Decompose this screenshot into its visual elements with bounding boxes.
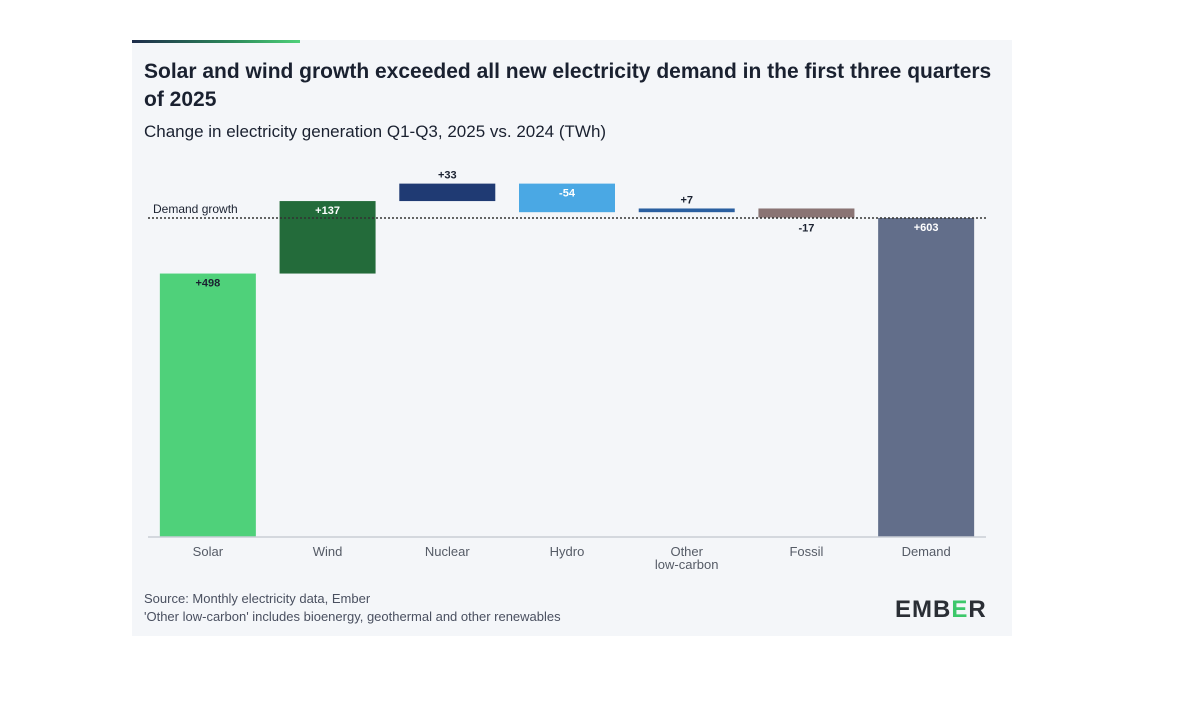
data-label-2: +33 [438,170,457,182]
bar-2 [399,183,496,202]
x-tick-label: low-carbon [655,557,719,572]
accent-bar [132,40,300,43]
bar-5 [758,208,855,218]
ember-logo: EMBER [895,596,987,623]
bar-0 [159,273,256,537]
x-tick-label: Demand [902,544,951,559]
bar-3 [519,183,615,213]
x-tick-label: Other [670,544,703,559]
footnote-text: 'Other low-carbon' includes bioenergy, g… [144,609,561,624]
x-tick-label: Hydro [550,544,585,559]
x-tick-label: Nuclear [425,544,470,559]
data-label-4: +7 [680,194,693,206]
x-tick-label: Fossil [789,544,823,559]
bar-4 [638,208,735,213]
bar-6 [878,218,975,537]
demand-growth-label: Demand growth [153,202,238,216]
source-text: Source: Monthly electricity data, Ember [144,591,371,606]
data-label-1: +137 [315,205,340,217]
waterfall-chart: +498 Solar +137 Wind +33 Nuclear -54 Hydro +7 Oth… [148,170,986,572]
source-note: Source: Monthly electricity data, Ember … [144,590,561,626]
chart-card: Solar and wind growth exceeded all new e… [132,40,1012,636]
x-tick-label: Wind [313,544,343,559]
chart-subtitle: Change in electricity generation Q1-Q3, … [144,122,607,141]
bar-1 [279,201,376,274]
data-label-0: +498 [195,278,220,290]
data-label-3: -54 [559,188,576,200]
data-label-5: -17 [798,222,814,234]
chart-title: Solar and wind growth exceeded all new e… [144,60,992,111]
x-tick-label: Solar [193,544,224,559]
data-label-6: +603 [914,222,939,234]
